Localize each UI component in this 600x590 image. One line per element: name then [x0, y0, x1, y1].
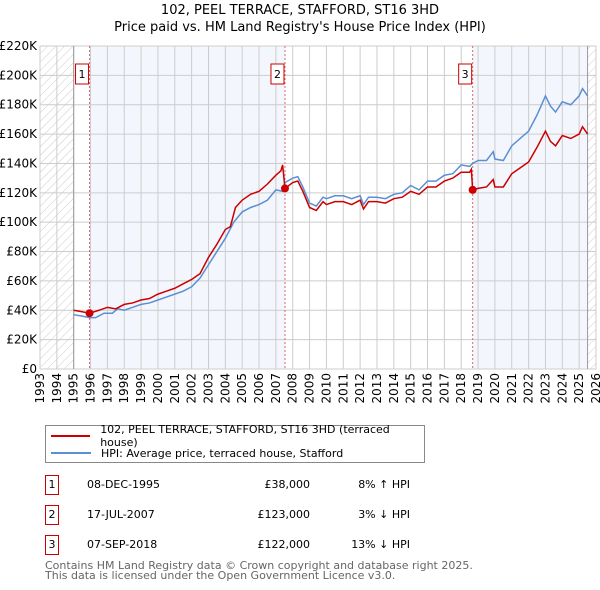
- x-tick-label: 2001: [168, 373, 182, 404]
- transaction-badge: 1: [45, 475, 59, 495]
- x-tick-label: 2010: [319, 373, 333, 404]
- legend-swatch-blue: [51, 452, 91, 454]
- x-tick-label: 2026: [589, 373, 600, 404]
- x-tick-label: 2013: [370, 373, 384, 404]
- x-tick-label: 1995: [67, 373, 81, 404]
- ownership-period: [89, 46, 285, 369]
- x-tick-label: 2015: [404, 373, 418, 404]
- x-tick-label: 2018: [454, 373, 468, 404]
- y-tick-label: £200K: [0, 68, 38, 82]
- y-tick-label: £180K: [0, 98, 38, 112]
- x-tick-label: 2023: [538, 373, 552, 404]
- footer-line: Contains HM Land Registry data © Crown c…: [45, 559, 473, 572]
- sale-point: [280, 184, 289, 193]
- x-tick-label: 2007: [269, 373, 283, 404]
- x-tick-label: 2006: [252, 373, 266, 404]
- transaction-date: 17-JUL-2007: [87, 508, 155, 521]
- x-tick-label: 2022: [522, 373, 536, 404]
- no-data-region: [587, 46, 596, 369]
- hpi-line: [73, 87, 589, 319]
- x-tick-label: 2012: [353, 373, 367, 404]
- transaction-hpi: 3% ↓ HPI: [358, 508, 410, 521]
- sale-label-box: [270, 63, 285, 85]
- legend-label: 102, PEEL TERRACE, STAFFORD, ST16 3HD (t…: [100, 423, 390, 449]
- y-tick-label: £220K: [0, 39, 38, 53]
- transaction-hpi: 8% ↑ HPI: [358, 478, 410, 491]
- x-tick-label: 2019: [471, 373, 485, 404]
- transaction-date: 08-DEC-1995: [87, 478, 161, 491]
- sale-label-box: [75, 63, 90, 85]
- footer: Contains HM Land Registry data © Crown c…: [45, 559, 473, 582]
- transaction-row: 1 08-DEC-1995 £38,000 8% ↑ HPI: [45, 475, 445, 495]
- x-tick-label: 2009: [303, 373, 317, 404]
- x-tick-label: 1993: [33, 373, 47, 404]
- sale-label: 2: [274, 68, 281, 81]
- x-tick-label: 2021: [505, 373, 519, 404]
- sale-point: [85, 309, 94, 318]
- x-tick-label: 1994: [50, 373, 64, 404]
- transaction-row: 3 07-SEP-2018 £122,000 13% ↓ HPI: [45, 535, 445, 555]
- legend-item-hpi: HPI: Average price, terraced house, Staf…: [51, 445, 343, 461]
- x-tick-label: 2016: [421, 373, 435, 404]
- x-tick-label: 1997: [100, 373, 114, 404]
- x-tick-label: 1996: [84, 373, 98, 404]
- sale-label-box: [458, 63, 473, 85]
- x-tick-label: 1999: [134, 373, 148, 404]
- transaction-price: £123,000: [257, 508, 311, 521]
- legend-label: HPI: Average price, terraced house, Staf…: [101, 446, 344, 460]
- chart-subtitle: Price paid vs. HM Land Registry's House …: [114, 20, 486, 35]
- footer-line: This data is licensed under the Open Gov…: [45, 569, 396, 582]
- transaction-badge: 3: [45, 535, 59, 555]
- ownership-period: [472, 46, 588, 369]
- x-tick-label: 2000: [151, 373, 165, 404]
- x-tick-label: 2014: [387, 373, 401, 404]
- x-tick-label: 2008: [286, 373, 300, 404]
- legend: 102, PEEL TERRACE, STAFFORD, ST16 3HD (t…: [45, 423, 425, 463]
- x-tick-label: 2020: [488, 373, 502, 404]
- y-tick-label: £40K: [6, 303, 38, 317]
- x-tick-label: 2004: [218, 373, 232, 404]
- transaction-badge: 2: [45, 505, 59, 525]
- y-tick-label: £140K: [0, 156, 38, 170]
- y-tick-label: £0: [22, 362, 37, 376]
- transaction-price: £38,000: [264, 478, 311, 491]
- legend-item-property: 102, PEEL TERRACE, STAFFORD, ST16 3HD (t…: [51, 423, 424, 449]
- x-tick-label: 2017: [437, 373, 451, 404]
- sale-label: 1: [79, 68, 86, 81]
- x-tick-label: 2024: [555, 373, 569, 404]
- y-tick-label: £60K: [6, 274, 38, 288]
- y-tick-label: £120K: [0, 186, 38, 200]
- x-tick-label: 2025: [572, 373, 586, 404]
- x-tick-label: 2011: [336, 373, 350, 404]
- x-tick-label: 2005: [235, 373, 249, 404]
- y-tick-label: £20K: [6, 333, 38, 347]
- price-chart: 1993 1994 1995 1996 1997 1998 1999 2000 2001 2002…: [0, 39, 600, 404]
- x-tick-label: 2003: [201, 373, 215, 404]
- transaction-price: £122,000: [257, 538, 311, 551]
- transaction-row: 2 17-JUL-2007 £123,000 3% ↓ HPI: [45, 505, 445, 525]
- x-tick-label: 2002: [185, 373, 199, 404]
- sale-point: [468, 185, 477, 194]
- x-tick-label: 1998: [117, 373, 131, 404]
- sale-label: 3: [462, 68, 469, 81]
- y-tick-label: £80K: [6, 245, 38, 259]
- transaction-date: 07-SEP-2018: [87, 538, 158, 551]
- y-tick-label: £100K: [0, 215, 38, 229]
- transaction-hpi: 13% ↓ HPI: [351, 538, 410, 551]
- legend-swatch-red: [51, 435, 91, 437]
- chart-title: 102, PEEL TERRACE, STAFFORD, ST16 3HD: [160, 3, 440, 18]
- property-price-line: [73, 125, 589, 314]
- y-tick-label: £160K: [0, 127, 38, 141]
